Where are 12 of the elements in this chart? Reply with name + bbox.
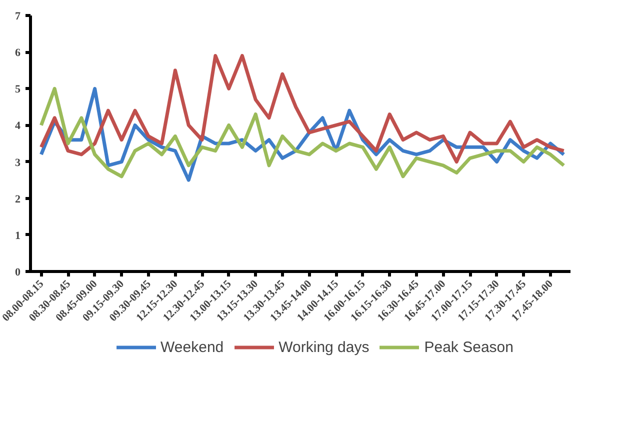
y-tick-label: 0 xyxy=(15,266,21,278)
line-series xyxy=(39,54,566,164)
y-tick-label: 6 xyxy=(15,47,21,60)
legend-label: Working days xyxy=(278,338,370,356)
y-tick-label: 3 xyxy=(15,156,21,169)
legend-label: Peak Season xyxy=(424,338,514,356)
y-tick-label: 2 xyxy=(15,193,21,206)
y-tick-label: 5 xyxy=(15,84,21,96)
y-tick-label: 7 xyxy=(15,10,21,22)
y-tick-label: 1 xyxy=(15,230,20,242)
legend-label: Weekend xyxy=(160,338,224,356)
y-tick-label: 4 xyxy=(15,120,21,132)
